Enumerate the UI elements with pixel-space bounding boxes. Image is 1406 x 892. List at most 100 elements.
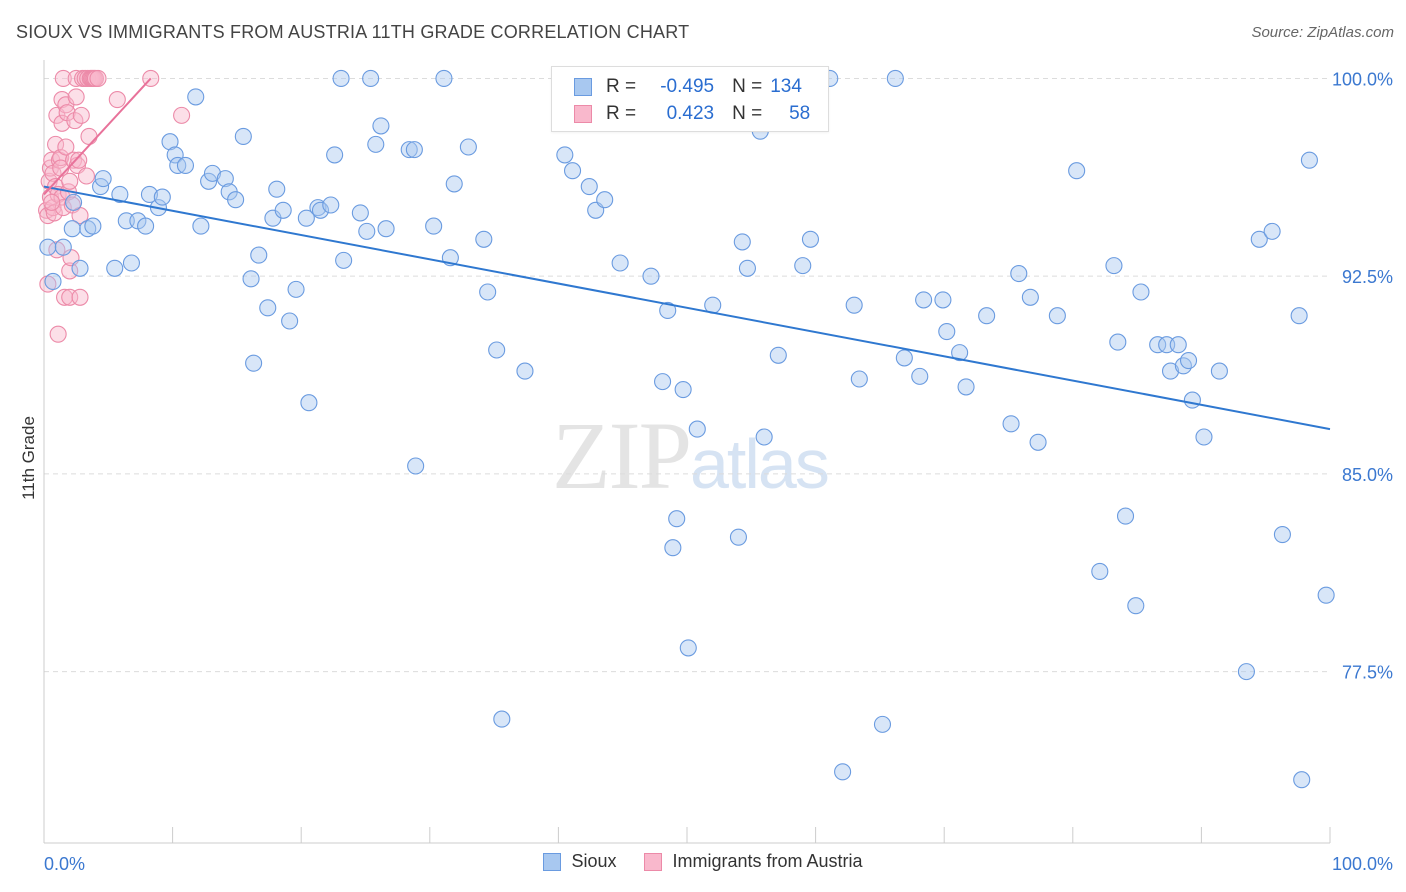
sioux-point — [322, 196, 340, 214]
series-austria-points — [38, 69, 191, 343]
sioux-point — [242, 270, 260, 288]
sioux-point — [227, 191, 245, 209]
sioux-point — [688, 420, 706, 438]
sioux-point — [493, 710, 511, 728]
sioux-point — [729, 528, 747, 546]
sioux-point — [886, 69, 904, 88]
sioux-point — [1158, 336, 1176, 354]
y-tick-label: 77.5% — [1342, 663, 1393, 683]
legend-label-austria: Immigrants from Austria — [672, 851, 863, 871]
sioux-point — [911, 367, 929, 385]
austria-point — [67, 88, 85, 106]
sioux-point — [192, 217, 210, 235]
austria-point — [89, 69, 107, 88]
sioux-point — [1169, 336, 1187, 354]
x-tick-label-max: 100.0% — [1332, 854, 1393, 874]
sioux-point — [274, 201, 292, 219]
sioux-point — [659, 301, 677, 320]
sioux-point — [1127, 597, 1145, 615]
sioux-point — [978, 307, 996, 325]
sioux-point — [311, 201, 330, 219]
watermark-zip: ZIP — [552, 402, 692, 509]
austria-point — [47, 135, 65, 153]
sioux-point — [153, 188, 171, 206]
austria-point — [61, 172, 79, 190]
sioux-point — [65, 193, 83, 211]
sioux-point — [769, 346, 787, 364]
legend-n-label: N = — [732, 103, 763, 124]
sioux-point — [915, 291, 933, 309]
sioux-point — [216, 170, 234, 188]
sioux-point — [358, 222, 376, 240]
sioux-point — [951, 344, 969, 362]
sioux-point — [938, 322, 956, 341]
sioux-point — [39, 238, 57, 256]
sioux-point — [94, 170, 112, 188]
sioux-point — [1183, 391, 1201, 409]
sioux-point — [895, 349, 913, 367]
sioux-point — [203, 164, 222, 182]
austria-point — [56, 288, 74, 306]
sioux-point — [850, 370, 868, 388]
sioux-point — [140, 185, 159, 204]
austria-point — [77, 167, 95, 185]
legend-label-sioux: Sioux — [571, 851, 617, 871]
trend-lines — [43, 77, 1331, 431]
sioux-point — [1174, 357, 1192, 375]
sioux-point — [1290, 307, 1308, 325]
legend-r-value: -0.495 — [660, 76, 715, 97]
sioux-point — [407, 457, 425, 475]
sioux-point — [111, 185, 129, 204]
sioux-point — [63, 220, 81, 238]
sioux-point — [794, 257, 812, 275]
legend-row-austria: R = 0.423 N = 58 — [574, 101, 810, 127]
sioux-point — [351, 204, 369, 222]
watermark: ZIPatlas — [552, 400, 830, 511]
legend-n-value: 58 — [789, 103, 811, 124]
austria-point — [45, 204, 63, 222]
legend-n-label: N = — [732, 76, 763, 97]
sioux-point — [445, 175, 463, 193]
sioux-point — [44, 272, 62, 291]
legend-r-label: R = — [606, 103, 637, 124]
y-tick-label: 100.0% — [1332, 69, 1393, 89]
legend-item-sioux: Sioux — [543, 851, 616, 872]
legend-n-value: 134 — [770, 76, 802, 97]
grid-lines — [44, 77, 1330, 673]
sioux-point — [664, 539, 682, 557]
sioux-point — [372, 117, 390, 135]
sioux-point — [281, 312, 299, 330]
sioux-point — [1195, 428, 1213, 446]
series-sioux-points — [39, 69, 1335, 789]
sioux-point — [268, 180, 286, 198]
sioux-point — [957, 378, 975, 396]
sioux-point — [287, 280, 305, 298]
austria-point — [39, 275, 57, 293]
sioux-point — [84, 217, 102, 235]
y-tick-label: 92.5% — [1342, 267, 1393, 287]
austria-point — [67, 69, 85, 88]
sioux-point — [1132, 283, 1150, 301]
axes — [43, 60, 1331, 844]
sioux-point — [1250, 230, 1268, 248]
sioux-point — [845, 296, 863, 314]
sioux-point — [1048, 307, 1066, 325]
sioux-point — [250, 246, 268, 264]
sioux-point — [1105, 257, 1123, 275]
sioux-point — [1237, 663, 1255, 681]
sioux-point — [479, 283, 497, 301]
sioux-point — [563, 162, 582, 180]
sioux-point — [117, 212, 135, 230]
sioux-point — [834, 763, 852, 781]
sioux-point — [187, 88, 205, 106]
x-tick-label-min: 0.0% — [44, 854, 85, 874]
watermark-atlas: atlas — [690, 425, 830, 503]
sioux-point — [362, 69, 380, 88]
sioux-point — [79, 220, 97, 238]
sioux-point — [1116, 507, 1135, 525]
legend-item-austria: Immigrants from Austria — [644, 851, 863, 872]
sioux-point — [245, 354, 263, 372]
austria-point — [71, 288, 89, 306]
sioux-point — [674, 380, 692, 399]
